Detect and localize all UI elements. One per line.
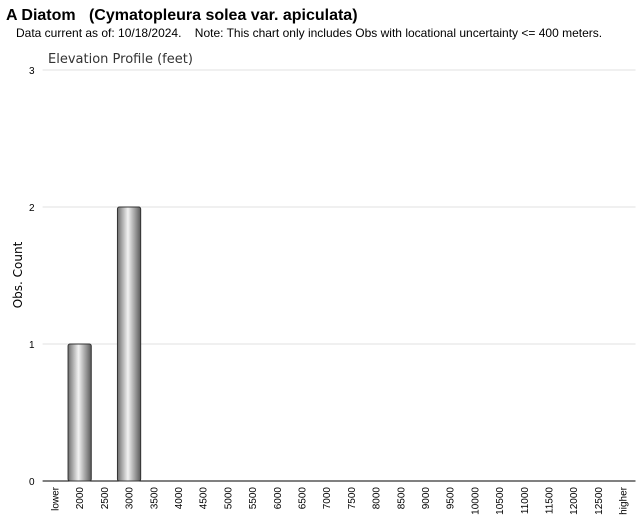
x-tick-label: 5500 [248, 487, 259, 510]
x-tick-label: 12500 [594, 487, 605, 515]
x-tick-label: 8500 [396, 487, 407, 510]
x-tick-label: 11000 [520, 487, 531, 515]
x-tick-label: 10500 [495, 487, 506, 515]
x-tick-label: 11500 [545, 487, 556, 515]
y-tick-label: 3 [29, 66, 35, 77]
y-tick-label: 2 [29, 203, 35, 214]
x-tick-label: 9000 [421, 487, 432, 510]
x-tick-label: 4000 [174, 487, 185, 510]
x-tick-label: 10000 [470, 487, 481, 515]
y-tick-label: 1 [29, 340, 35, 351]
x-tick-label: 5000 [223, 487, 234, 510]
y-tick-label: 0 [29, 477, 35, 488]
x-tick-label: 3000 [125, 487, 136, 510]
x-tick-label: 2500 [100, 487, 111, 510]
x-tick-label: 12000 [569, 487, 580, 515]
x-tick-label: 7500 [347, 487, 358, 510]
x-tick-label: 6000 [273, 487, 284, 510]
x-tick-label: 8000 [372, 487, 383, 510]
x-tick-label: higher [619, 486, 630, 514]
x-tick-label: 6500 [297, 487, 308, 510]
x-tick-label: 7000 [322, 487, 333, 510]
page-title: A Diatom (Cymatopleura solea var. apicul… [6, 7, 358, 24]
x-tick-label: 4500 [199, 487, 210, 510]
x-tick-label: lower [50, 486, 61, 511]
x-tick-label: 9500 [446, 487, 457, 510]
x-tick-label: 3500 [149, 487, 160, 510]
chart-title: Elevation Profile (feet) [48, 52, 193, 67]
y-axis-label: Obs. Count [11, 241, 25, 308]
x-tick-label: 2000 [75, 487, 86, 510]
bar [116, 206, 142, 482]
bar [67, 343, 92, 482]
page-subtitle: Data current as of: 10/18/2024. Note: Th… [16, 26, 602, 40]
